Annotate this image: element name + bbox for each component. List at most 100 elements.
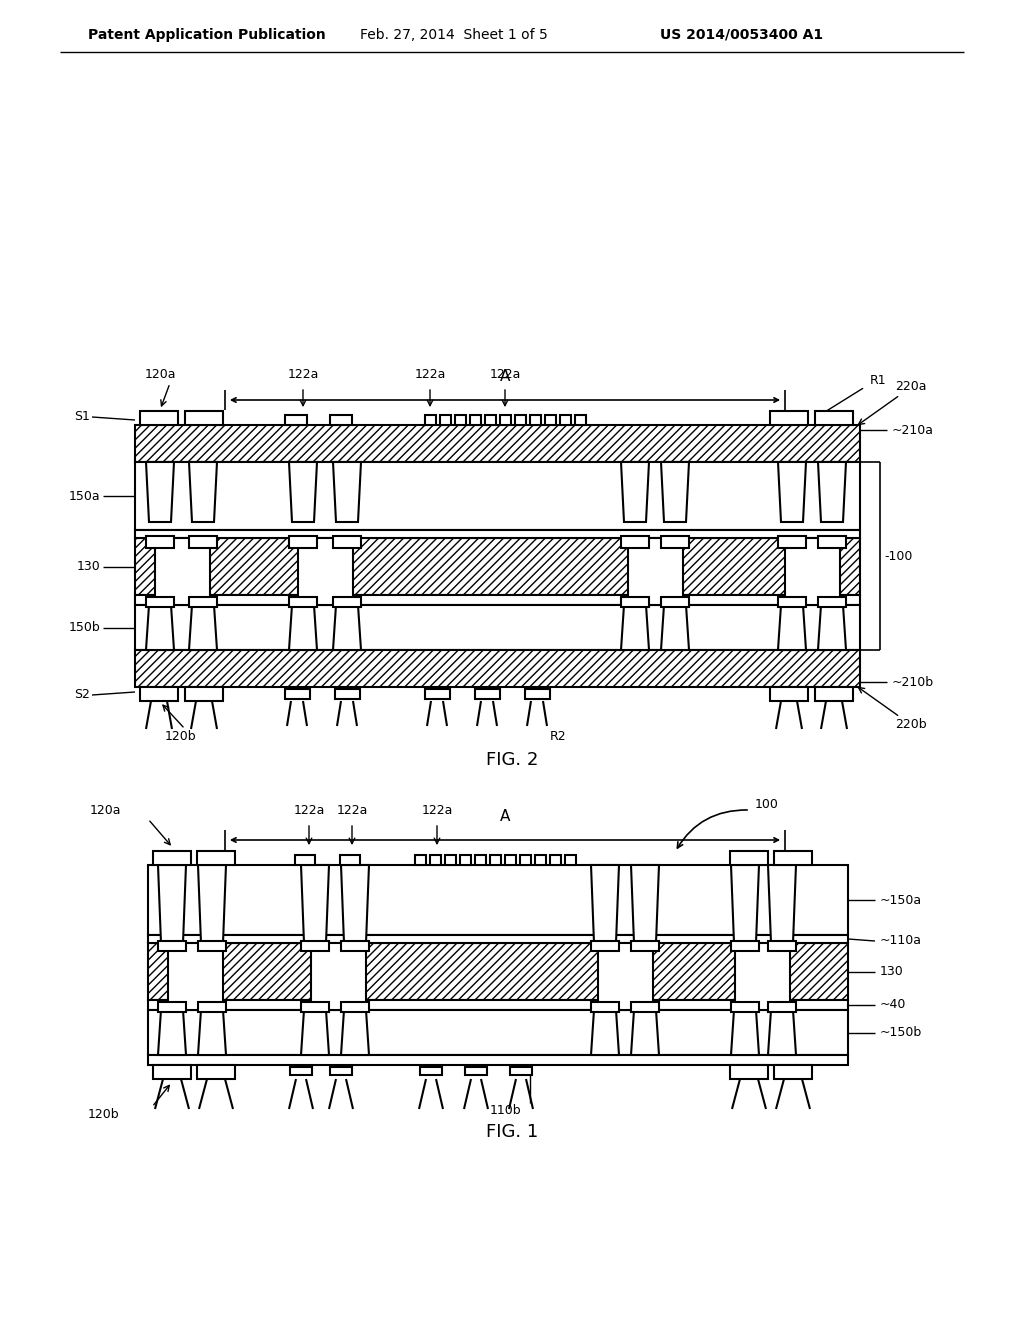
Bar (135, 531, 860, 539)
Text: 220b: 220b (895, 718, 927, 731)
Polygon shape (731, 865, 759, 942)
Bar (335, 689, 360, 700)
Text: S2: S2 (74, 689, 90, 701)
Bar (535, 855, 546, 865)
Bar (148, 942, 848, 1001)
Text: ~150a: ~150a (880, 894, 923, 907)
Polygon shape (198, 865, 226, 942)
Polygon shape (768, 865, 796, 942)
Bar (135, 605, 860, 649)
Bar (158, 941, 186, 950)
Text: 120a: 120a (144, 368, 176, 381)
Text: US 2014/0053400 A1: US 2014/0053400 A1 (660, 28, 823, 42)
Bar (731, 941, 759, 950)
Polygon shape (631, 865, 659, 942)
Bar (290, 1067, 312, 1074)
Bar (340, 855, 360, 865)
Bar (197, 1065, 234, 1078)
Bar (455, 414, 466, 425)
Polygon shape (146, 462, 174, 521)
Bar (768, 941, 796, 950)
Text: 150a: 150a (69, 490, 100, 503)
Bar (631, 941, 659, 950)
Bar (621, 536, 649, 548)
Text: 122a: 122a (336, 804, 368, 817)
Bar (311, 942, 366, 1010)
Bar (198, 1002, 226, 1012)
Bar (185, 686, 223, 701)
Bar (621, 597, 649, 607)
Bar (295, 855, 315, 865)
Bar (815, 411, 853, 425)
Bar (148, 1055, 848, 1065)
Bar (545, 414, 556, 425)
Bar (330, 414, 352, 425)
Bar (148, 935, 848, 942)
Text: 100: 100 (755, 799, 779, 812)
Text: 130: 130 (880, 965, 904, 978)
Text: ~150b: ~150b (880, 1026, 923, 1039)
Bar (631, 1002, 659, 1012)
Text: A: A (500, 809, 510, 824)
Bar (330, 1067, 352, 1074)
Polygon shape (301, 1010, 329, 1055)
Text: 120a: 120a (90, 804, 122, 817)
Bar (520, 855, 531, 865)
Bar (785, 539, 840, 605)
Bar (470, 414, 481, 425)
Bar (565, 855, 575, 865)
Bar (301, 941, 329, 950)
Bar (731, 1002, 759, 1012)
Polygon shape (621, 462, 649, 521)
Bar (430, 855, 441, 865)
Bar (140, 686, 178, 701)
Polygon shape (631, 1010, 659, 1055)
Bar (774, 851, 812, 865)
Bar (168, 942, 223, 1010)
Polygon shape (198, 1010, 226, 1055)
Bar (285, 414, 307, 425)
Bar (475, 855, 486, 865)
Polygon shape (662, 605, 689, 649)
Bar (333, 597, 361, 607)
Polygon shape (301, 865, 329, 942)
Bar (153, 851, 191, 865)
Text: FIG. 2: FIG. 2 (485, 751, 539, 770)
Text: 122a: 122a (293, 804, 325, 817)
Bar (778, 536, 806, 548)
Text: Feb. 27, 2014  Sheet 1 of 5: Feb. 27, 2014 Sheet 1 of 5 (360, 28, 548, 42)
Bar (730, 1065, 768, 1078)
Bar (298, 539, 353, 605)
Polygon shape (662, 462, 689, 521)
Polygon shape (189, 462, 217, 521)
Bar (135, 462, 860, 531)
Bar (662, 536, 689, 548)
Bar (770, 411, 808, 425)
Bar (778, 597, 806, 607)
Text: A: A (500, 370, 510, 384)
Bar (591, 941, 618, 950)
Bar (818, 597, 846, 607)
Bar (198, 941, 226, 950)
Bar (289, 536, 317, 548)
Bar (575, 414, 586, 425)
Text: Patent Application Publication: Patent Application Publication (88, 28, 326, 42)
Bar (425, 414, 436, 425)
Bar (774, 1065, 812, 1078)
Bar (158, 1002, 186, 1012)
Polygon shape (341, 865, 369, 942)
Bar (510, 1067, 532, 1074)
Polygon shape (341, 1010, 369, 1055)
Bar (815, 686, 853, 701)
Polygon shape (778, 462, 806, 521)
Bar (135, 539, 860, 595)
Bar (146, 536, 174, 548)
Bar (420, 1067, 442, 1074)
Polygon shape (621, 605, 649, 649)
Bar (135, 425, 860, 462)
Bar (148, 1001, 848, 1010)
Text: 220a: 220a (895, 380, 927, 393)
Bar (341, 941, 369, 950)
Text: ~210a: ~210a (892, 424, 934, 437)
Bar (768, 1002, 796, 1012)
